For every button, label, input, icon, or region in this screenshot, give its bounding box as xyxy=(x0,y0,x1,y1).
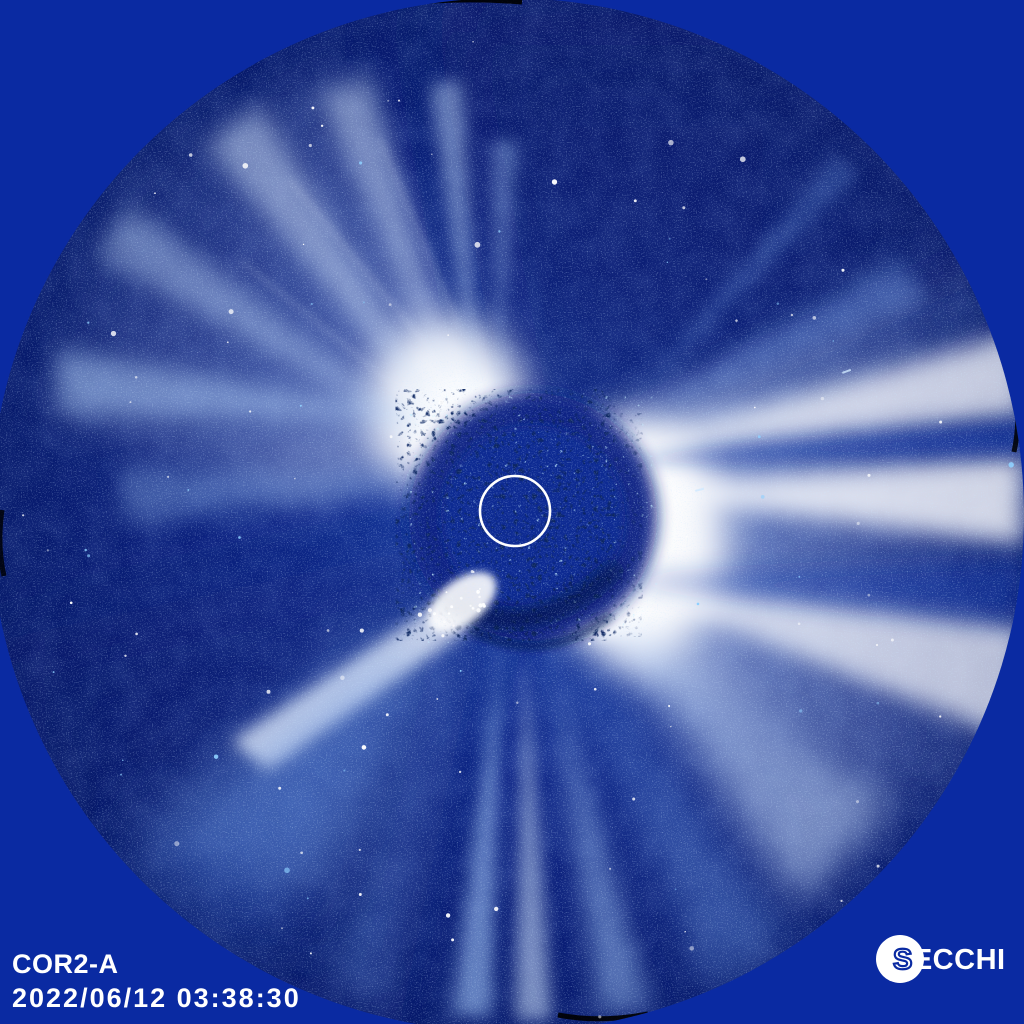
timestamp-label: 2022/06/12 03:38:30 xyxy=(12,983,301,1013)
secchi-logo-text: SECCHI xyxy=(892,944,1006,976)
sun-position-marker xyxy=(478,474,552,548)
secchi-logo-text-first: S xyxy=(892,944,914,976)
secchi-logo-text-rest: ECCHI xyxy=(912,944,1006,976)
star-field xyxy=(22,40,1014,1019)
instrument-label: COR2-A xyxy=(12,949,119,979)
secchi-logo: SECCHI xyxy=(876,934,1022,986)
secchi-logo-circle-icon xyxy=(876,935,924,983)
